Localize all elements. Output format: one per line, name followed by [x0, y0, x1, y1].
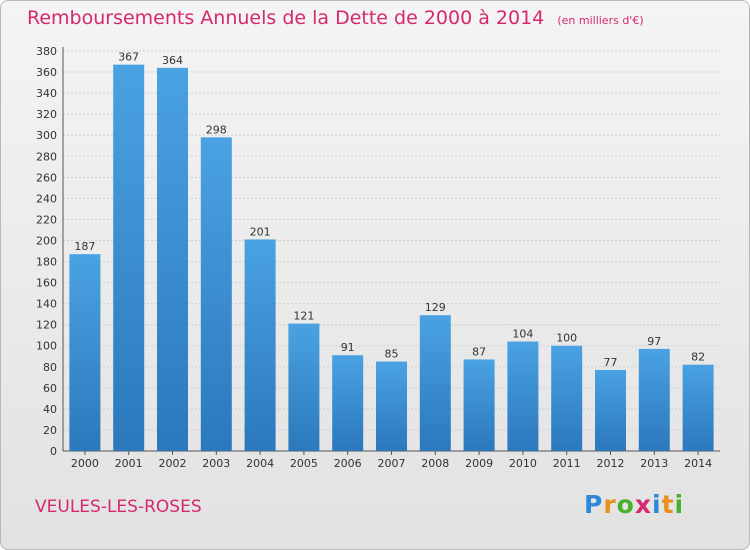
- chart-title: Remboursements Annuels de la Dette de 20…: [27, 7, 545, 29]
- x-tick-label-2008: 2008: [421, 457, 449, 470]
- y-tick-label: 200: [36, 234, 57, 247]
- bar-2000: [69, 254, 101, 451]
- data-label-2006: 91: [341, 341, 355, 354]
- x-tick-label-2009: 2009: [465, 457, 493, 470]
- x-tick-label-2010: 2010: [509, 457, 537, 470]
- logo-letter: x: [634, 490, 652, 519]
- x-tick-label-2000: 2000: [71, 457, 99, 470]
- bar-2005: [288, 323, 320, 451]
- x-tick-label-2007: 2007: [378, 457, 406, 470]
- y-tick-label: 100: [36, 340, 57, 353]
- bar-2014: [682, 364, 714, 451]
- data-label-2002: 364: [162, 54, 183, 67]
- y-tick-label: 220: [36, 213, 57, 226]
- bar-2001: [113, 64, 145, 452]
- bar-2006: [332, 355, 364, 451]
- y-tick-label: 320: [36, 108, 57, 121]
- x-tick-label-2006: 2006: [334, 457, 362, 470]
- y-tick-label: 120: [36, 319, 57, 332]
- x-tick-label-2013: 2013: [640, 457, 668, 470]
- data-label-2010: 104: [512, 328, 533, 341]
- y-tick-label: 280: [36, 150, 57, 163]
- data-label-2008: 129: [425, 301, 446, 314]
- x-tick-label-2011: 2011: [553, 457, 581, 470]
- y-tick-label: 160: [36, 277, 57, 290]
- x-tick-label-2003: 2003: [202, 457, 230, 470]
- data-label-2004: 201: [250, 225, 271, 238]
- bar-2011: [551, 345, 583, 451]
- y-tick-label: 60: [43, 382, 57, 395]
- data-label-2001: 367: [118, 51, 139, 64]
- bar-2009: [463, 359, 495, 451]
- x-tick-label-2004: 2004: [246, 457, 274, 470]
- data-label-2009: 87: [472, 345, 486, 358]
- y-tick-label: 380: [36, 45, 57, 58]
- y-tick-label: 240: [36, 192, 57, 205]
- y-tick-label: 40: [43, 403, 57, 416]
- y-tick-label: 260: [36, 171, 57, 184]
- logo-letter: i: [674, 490, 685, 519]
- x-tick-label-2001: 2001: [115, 457, 143, 470]
- logo-letter: i: [652, 490, 662, 519]
- y-tick-label: 340: [36, 87, 57, 100]
- logo-letter: o: [616, 490, 635, 519]
- data-label-2011: 100: [556, 332, 577, 345]
- y-tick-label: 180: [36, 256, 57, 269]
- logo-letter: r: [603, 490, 617, 519]
- bar-2002: [157, 67, 188, 451]
- data-label-2005: 121: [293, 310, 314, 323]
- y-tick-label: 20: [43, 424, 57, 437]
- bar-2003: [200, 137, 232, 451]
- y-tick-label: 360: [36, 66, 57, 79]
- chart-title-block: Remboursements Annuels de la Dette de 20…: [27, 7, 644, 29]
- logo-letter: P: [584, 490, 604, 519]
- data-label-2014: 82: [691, 351, 705, 364]
- y-tick-label: 80: [43, 361, 57, 374]
- x-tick-label-2012: 2012: [597, 457, 625, 470]
- bar-2004: [244, 239, 276, 451]
- data-label-2012: 77: [604, 356, 618, 369]
- bar-2007: [376, 361, 407, 451]
- data-label-2000: 187: [74, 240, 95, 253]
- bar-2008: [419, 315, 451, 451]
- data-labels: 187 367 364 298 201 121 91 85 129 87 104 100 77 97 82: [74, 51, 705, 369]
- bars: [69, 64, 714, 452]
- x-tick-label-2014: 2014: [684, 457, 712, 470]
- chart-subtitle: (en milliers d'€): [557, 14, 644, 27]
- bar-2010: [507, 341, 539, 451]
- x-tick-label-2002: 2002: [159, 457, 187, 470]
- city-name: VEULES-LES-ROSES: [35, 497, 202, 517]
- data-label-2013: 97: [647, 335, 661, 348]
- y-tick-label: 0: [50, 445, 57, 458]
- x-tick-label-2005: 2005: [290, 457, 318, 470]
- bar-2012: [595, 369, 626, 451]
- data-label-2003: 298: [206, 123, 227, 136]
- bar-2013: [638, 348, 670, 451]
- y-tick-label: 140: [36, 298, 57, 311]
- x-tick-labels: 2000 2001 2002 2003 2004 2005 2006 2007 2008 2009…: [71, 457, 712, 470]
- logo-letter: t: [661, 490, 675, 519]
- data-label-2007: 85: [385, 348, 399, 361]
- y-tick-labels: 0 20 40 60 80 100 120 140 160 180 200 220 240 260 280 3…: [36, 45, 57, 458]
- proxiti-logo: Proxiti: [584, 490, 684, 519]
- y-tick-label: 300: [36, 129, 57, 142]
